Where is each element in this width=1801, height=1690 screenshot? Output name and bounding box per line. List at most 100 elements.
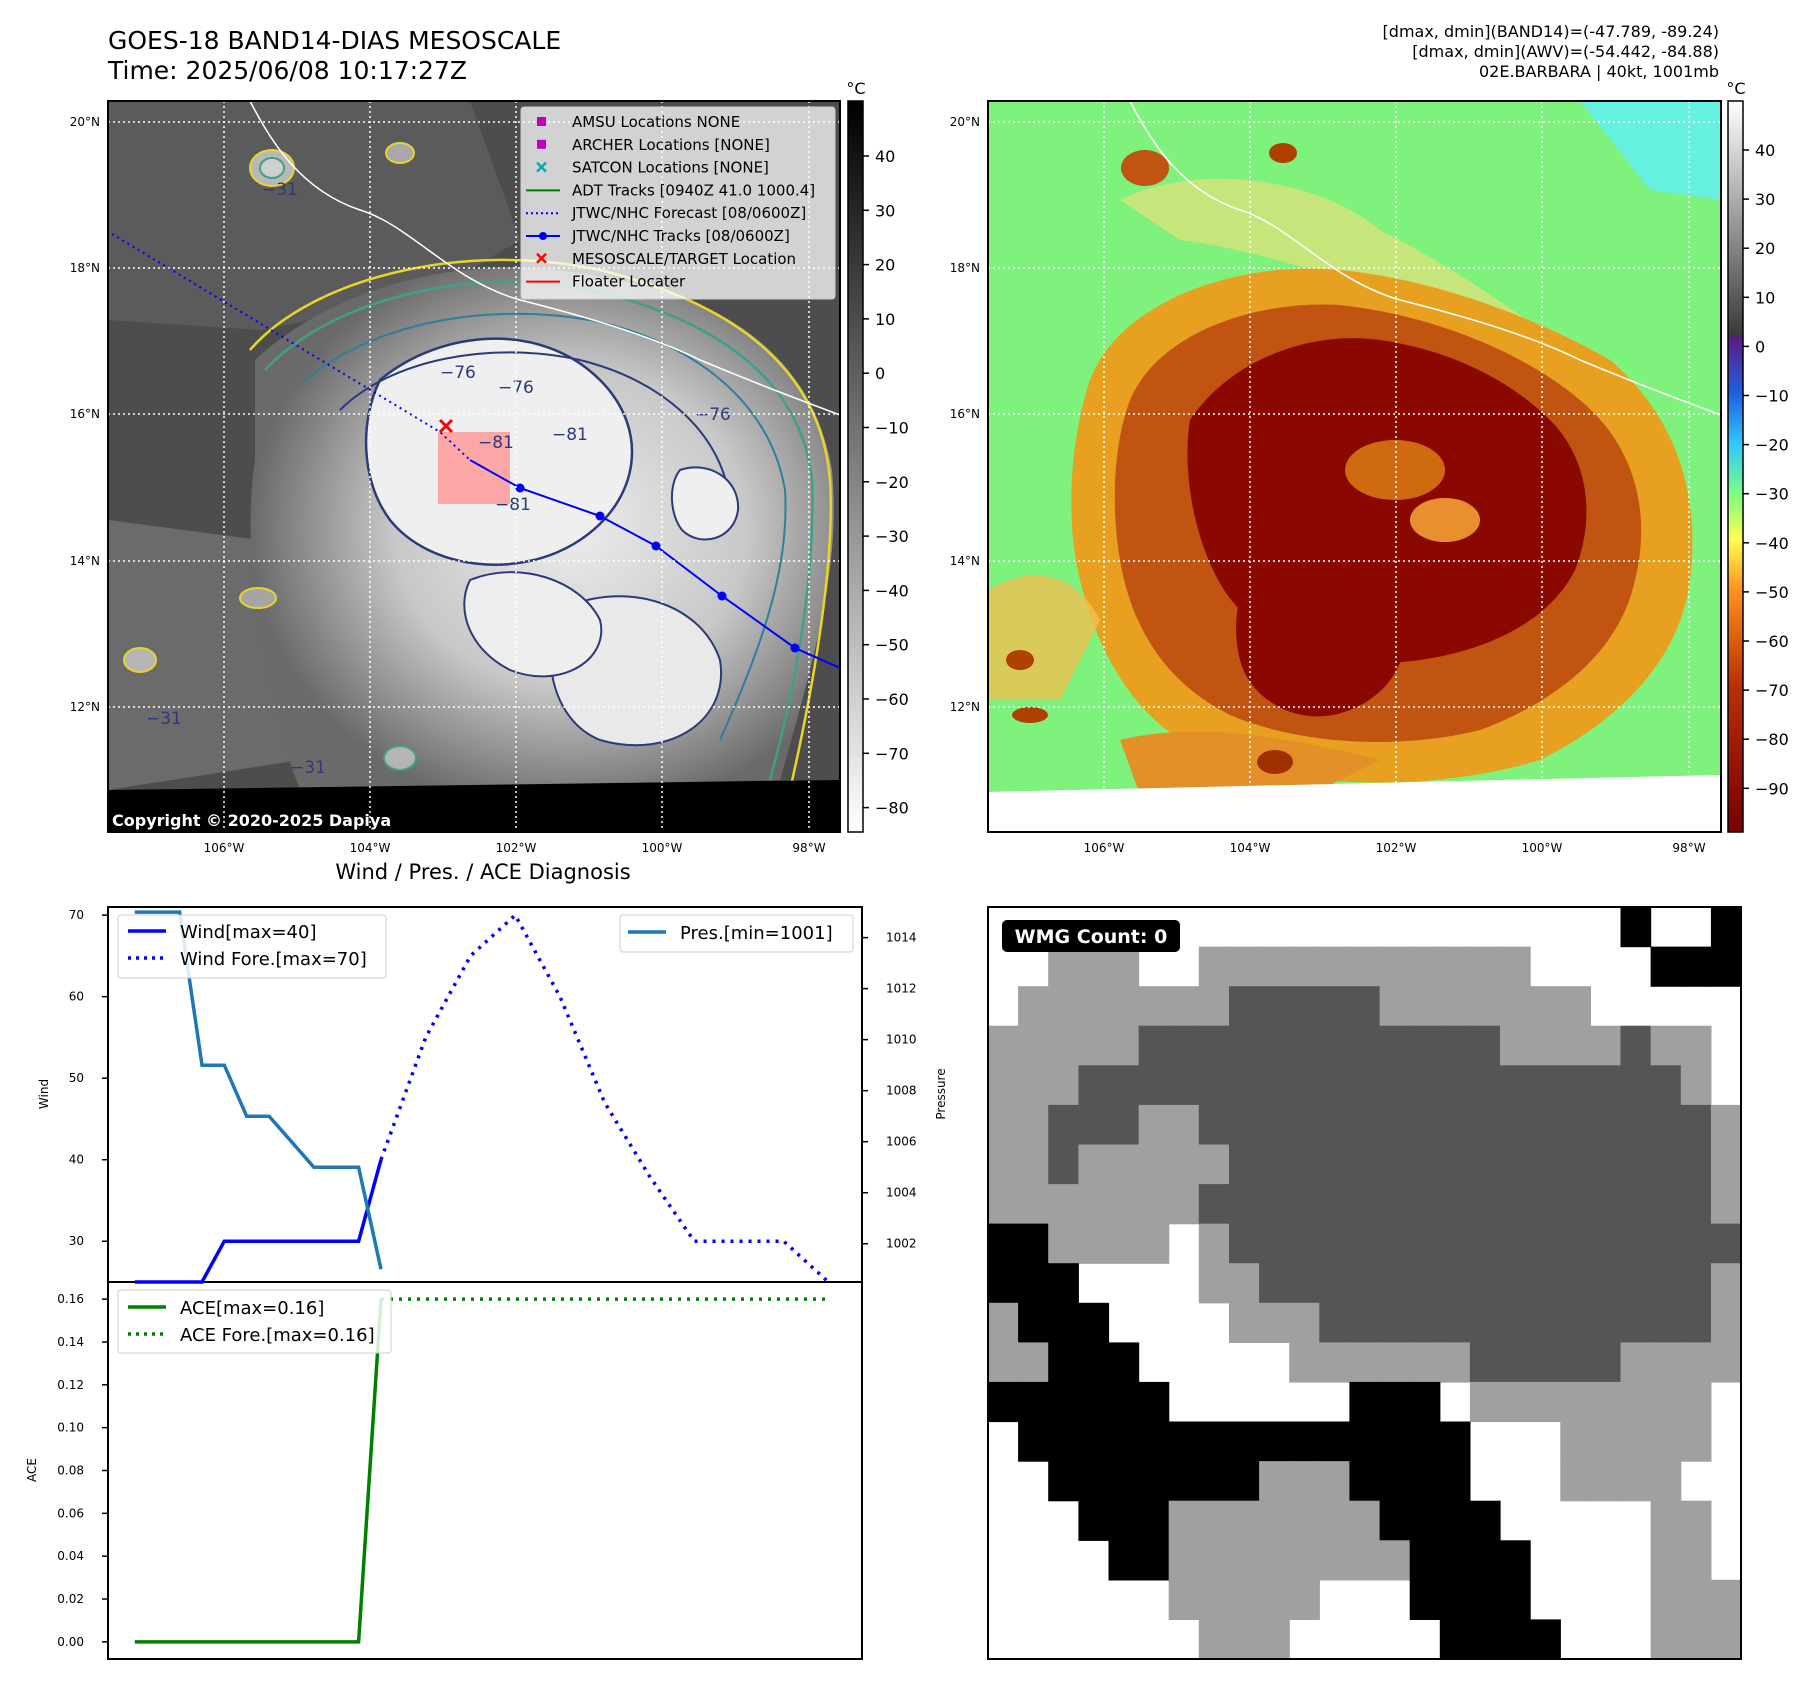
wmg-cell	[1650, 1302, 1682, 1343]
wmg-cell	[1018, 1025, 1049, 1066]
wmg-cell	[1259, 1263, 1290, 1304]
wmg-cell	[1198, 1065, 1230, 1106]
wmg-cell	[1289, 1302, 1320, 1343]
wmg-cell	[1379, 1184, 1411, 1225]
wmg-cell	[1289, 1579, 1320, 1620]
wmg-cell	[988, 1263, 1019, 1304]
wmg-cell	[1710, 907, 1742, 948]
wmg-count-label: WMG Count: 0	[1015, 926, 1168, 948]
wmg-cell	[1319, 1144, 1350, 1185]
wmg-cell	[1710, 946, 1742, 987]
wind-legend: Wind[max=40] Wind Fore.[max=70]	[117, 914, 387, 979]
wmg-cell	[1289, 1104, 1320, 1146]
wmg-cell	[1710, 1184, 1742, 1225]
wmg-cell	[1500, 1065, 1531, 1106]
lat-label: 12°N	[70, 700, 100, 714]
wmg-cell	[1048, 1025, 1079, 1066]
wmg-cell	[1680, 1381, 1712, 1423]
wmg-cell	[1379, 1461, 1411, 1502]
lon-label: 98°W	[1672, 841, 1705, 855]
wmg-cell	[1530, 1381, 1561, 1423]
wmg-cell	[1349, 1342, 1381, 1383]
title-line-2: Time: 2025/06/08 10:17:27Z	[108, 56, 467, 85]
wmg-cell	[1469, 1104, 1501, 1146]
pressure-legend-label: Pres.[min=1001]	[680, 923, 833, 944]
wmg-cell	[1439, 1619, 1471, 1660]
wmg-cell	[1259, 1065, 1290, 1106]
lon-label: 106°W	[204, 841, 245, 855]
colorbar-tick-label: 20	[1755, 239, 1775, 258]
wmg-cell	[1048, 1223, 1079, 1264]
colorbar-tick-label: 0	[875, 364, 885, 383]
wmg-cell	[1560, 1065, 1591, 1106]
wmg-cell	[1349, 1500, 1381, 1541]
ace-legend-label: ACE[max=0.16]	[180, 1298, 324, 1319]
wmg-cell	[1198, 1619, 1230, 1660]
wmg-cell	[1379, 1540, 1411, 1581]
wmg-cell	[1078, 1144, 1110, 1185]
wmg-cell	[1439, 1540, 1471, 1581]
series-line	[134, 1159, 383, 1284]
wmg-cell	[1439, 1421, 1471, 1462]
y-tick-label: 0.14	[57, 1335, 84, 1349]
wmg-cell	[1259, 1461, 1290, 1502]
wmg-cell	[1229, 1579, 1260, 1620]
wmg-cell	[1620, 1263, 1652, 1304]
wmg-cell	[1018, 1263, 1049, 1304]
wmg-cell	[1590, 1025, 1622, 1066]
wmg-cell	[1078, 1302, 1110, 1343]
pressure-legend: Pres.[min=1001]	[619, 914, 854, 953]
wmg-panel: WMG Count: 0	[987, 906, 1742, 1660]
wmg-cell	[988, 1104, 1019, 1146]
wmg-cell	[1409, 1381, 1441, 1423]
wmg-cell	[1620, 1381, 1652, 1423]
wmg-cell	[1590, 1342, 1622, 1383]
wind-legend-label: Wind[max=40]	[180, 922, 317, 943]
wmg-cell	[1439, 1184, 1471, 1225]
wmg-cell	[1229, 1461, 1260, 1502]
wmg-cell	[1620, 1144, 1652, 1185]
wmg-cell	[1560, 986, 1591, 1027]
wmg-cell	[988, 1144, 1019, 1185]
colorbar-tick-label: −50	[875, 636, 909, 655]
pressure-axis-label: Pressure	[934, 1068, 948, 1119]
lat-label: 14°N	[70, 554, 100, 568]
wmg-cell	[1108, 986, 1140, 1027]
colorbar-tick-label: 20	[875, 256, 895, 275]
legend-label: AMSU Locations NONE	[572, 113, 740, 131]
colorbar-tick-label: 30	[875, 201, 895, 220]
wmg-cell	[1439, 1263, 1471, 1304]
wmg-cell	[1469, 1025, 1501, 1066]
wmg-cell	[1500, 1263, 1531, 1304]
wmg-cell	[1650, 1461, 1682, 1502]
wmg-cell	[988, 1302, 1019, 1343]
lon-label: 100°W	[642, 841, 683, 855]
wmg-cell	[1379, 1381, 1411, 1423]
wmg-cell	[1560, 1263, 1591, 1304]
wmg-cell	[1710, 1302, 1742, 1343]
wmg-cell	[1349, 1104, 1381, 1146]
wmg-cell	[1319, 1461, 1350, 1502]
wmg-cell	[1048, 1342, 1079, 1383]
wmg-cell	[1198, 1579, 1230, 1620]
wmg-cell	[1349, 1144, 1381, 1185]
colorbar-tick-label: −40	[1755, 534, 1789, 553]
wmg-cell	[1620, 1104, 1652, 1146]
wmg-cell	[1439, 1025, 1471, 1066]
contour-label: −81	[478, 433, 514, 453]
wmg-cells	[988, 907, 1742, 1660]
wmg-cell	[1650, 1619, 1682, 1660]
wmg-cell	[1168, 1421, 1200, 1462]
wmg-cell	[1560, 1461, 1591, 1502]
wmg-cell	[1710, 1342, 1742, 1383]
wmg-cell	[1409, 1579, 1441, 1620]
wmg-cell	[1590, 1184, 1622, 1225]
y-tick-label: 0.02	[57, 1592, 84, 1606]
wmg-cell	[1680, 1184, 1712, 1225]
wmg-cell	[1620, 1025, 1652, 1066]
ir-colorbar: °C 40 30 20 10 0 −10 −20 −30 −40 −50 −60 −70 −80	[846, 79, 909, 833]
wmg-cell	[1289, 1342, 1320, 1383]
lon-label: 102°W	[1376, 841, 1417, 855]
legend-label: JTWC/NHC Tracks [08/0600Z]	[571, 227, 790, 245]
